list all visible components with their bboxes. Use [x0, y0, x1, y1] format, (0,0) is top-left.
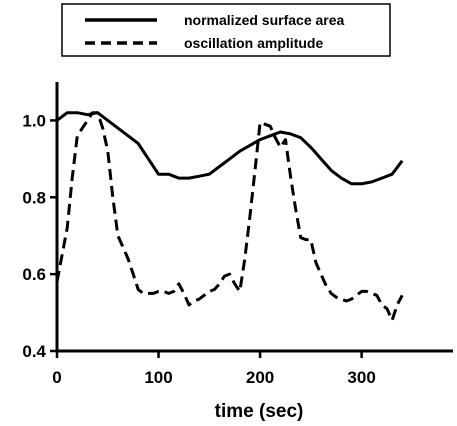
series-layer: [55, 111, 404, 322]
x-axis-title: time (sec): [215, 401, 304, 422]
x-tick-label: 300: [347, 368, 375, 387]
x-tick-label: 200: [246, 368, 274, 387]
x-tick-label: 0: [52, 368, 61, 387]
axes: 0.4 0.6 0.8 1.0 0 100 200 300: [22, 82, 453, 387]
x-tick-label: 100: [144, 368, 172, 387]
series-line-normalized-surface-area: [56, 111, 404, 186]
y-tick-label: 0.8: [22, 188, 46, 207]
series-line-oscillation-amplitude: [55, 111, 404, 322]
y-tick-label: 0.6: [22, 265, 46, 284]
y-tick-label: 0.4: [22, 342, 46, 361]
legend-box: [61, 3, 391, 57]
legend-label-normalized-surface-area: normalized surface area: [184, 12, 345, 28]
y-tick-label: 1.0: [22, 111, 46, 130]
legend-label-oscillation-amplitude: oscillation amplitude: [184, 35, 323, 51]
legend: normalized surface area oscillation ampl…: [61, 3, 391, 57]
